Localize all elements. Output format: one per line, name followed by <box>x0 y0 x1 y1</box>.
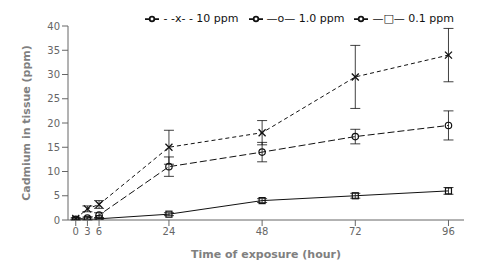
html-text:—□— 0.1 ppm: —□— 0.1 ppm <box>372 12 454 25</box>
html-text:- -x- - 10 ppm: - -x- - 10 ppm <box>163 12 239 25</box>
svg-text:0: 0 <box>73 226 79 237</box>
svg-text:10: 10 <box>47 166 60 177</box>
svg-text:24: 24 <box>163 226 176 237</box>
svg-text:Cadmium in tissue (ppm): Cadmium in tissue (ppm) <box>20 45 33 201</box>
svg-text:30: 30 <box>47 69 60 80</box>
svg-text:6: 6 <box>96 226 102 237</box>
html-text:—o— 1.0 ppm: —o— 1.0 ppm <box>266 12 345 25</box>
svg-text:0: 0 <box>54 215 60 226</box>
svg-text:48: 48 <box>256 226 269 237</box>
svg-text:20: 20 <box>47 118 60 129</box>
svg-text:40: 40 <box>47 21 60 32</box>
svg-text:Time of exposure (hour): Time of exposure (hour) <box>191 248 341 261</box>
svg-text:72: 72 <box>349 226 362 237</box>
svg-text:96: 96 <box>442 226 455 237</box>
svg-text:35: 35 <box>47 45 60 56</box>
svg-text:3: 3 <box>84 226 90 237</box>
svg-text:5: 5 <box>54 190 60 201</box>
svg-text:15: 15 <box>47 142 60 153</box>
svg-text:25: 25 <box>47 93 60 104</box>
